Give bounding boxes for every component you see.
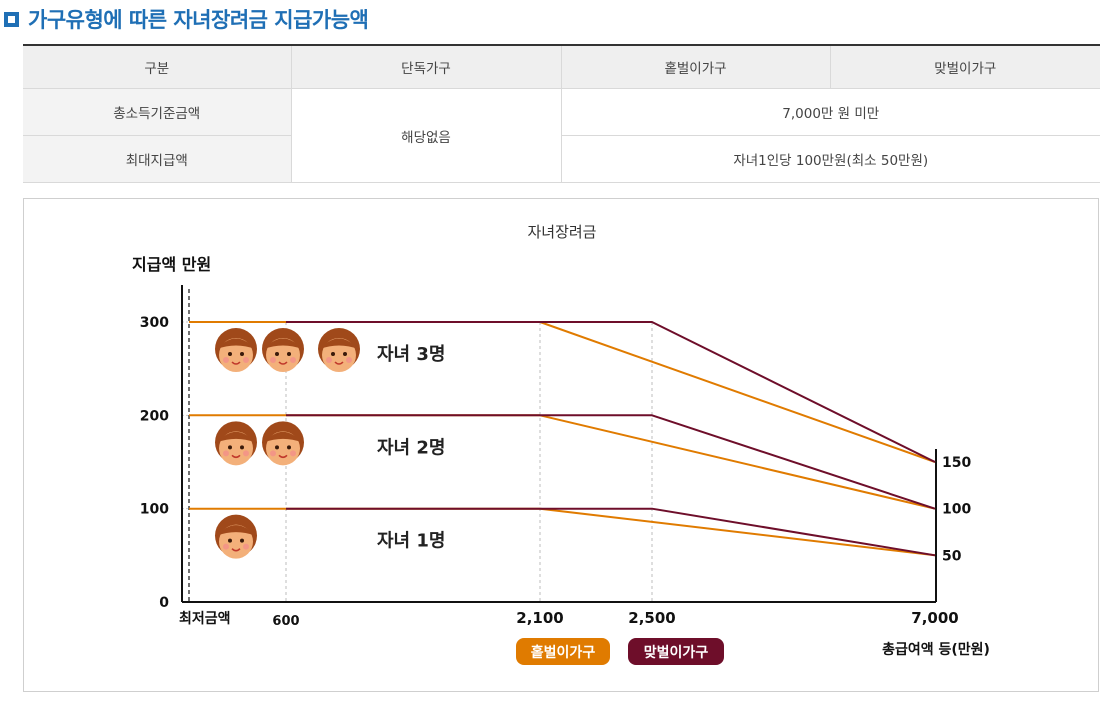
table-header-row: 구분 단독가구 홑벌이가구 맞벌이가구 — [23, 44, 1100, 89]
series-line — [286, 507, 936, 557]
max-amount-cell: 자녀1인당 100만원(최소 50만원) — [561, 135, 1100, 183]
table-row: 최대지급액 자녀1인당 100만원(최소 50만원) — [23, 135, 1100, 183]
child-face-icon — [215, 514, 257, 559]
column-header: 홑벌이가구 — [561, 44, 831, 89]
column-header: 맞벌이가구 — [830, 44, 1100, 89]
square-bullet-icon — [4, 11, 19, 27]
y-tick-label: 100 — [140, 502, 169, 518]
y-axis-label: 지급액 만원 — [132, 255, 211, 274]
criteria-table: 구분 단독가구 홑벌이가구 맞벌이가구 총소득기준금액 해당없음 7,000만 … — [23, 44, 1100, 183]
annotation-label: 자녀 3명 — [377, 344, 445, 365]
income-threshold-cell: 7,000만 원 미만 — [561, 88, 1100, 136]
page-title: 가구유형에 따른 자녀장려금 지급가능액 — [28, 8, 369, 32]
right-tick-label: 100 — [942, 502, 971, 518]
child-face-icon — [262, 328, 304, 372]
annotation-label: 자녀 1명 — [377, 531, 445, 552]
child-face-icon — [318, 328, 360, 372]
x-tick-label: 2,100 — [516, 609, 563, 627]
page-header: 가구유형에 따른 자녀장려금 지급가능액 — [0, 2, 369, 36]
right-tick-label: 150 — [942, 455, 971, 471]
row-label: 최대지급액 — [23, 135, 292, 183]
y-tick-label: 300 — [140, 315, 169, 331]
series-line — [189, 414, 936, 510]
x-axis-label: 총급여액 등(만원) — [882, 641, 990, 658]
series-line — [286, 321, 936, 463]
column-header: 단독가구 — [291, 44, 562, 89]
chart-title: 자녀장려금 — [527, 223, 596, 241]
child-face-icon — [262, 421, 304, 466]
child-face-icon — [215, 421, 257, 466]
series-line — [189, 507, 936, 557]
legend-swatch — [628, 638, 724, 665]
column-header: 구분 — [23, 44, 292, 89]
y-tick-label: 200 — [140, 408, 169, 424]
legend-swatch — [516, 638, 610, 665]
legend-label: 맞벌이가구 — [644, 644, 709, 661]
single-household-cell: 해당없음 — [291, 88, 562, 183]
x-tick-label: 2,500 — [628, 609, 675, 627]
child-face-icon — [215, 328, 257, 372]
x-tick-label: 600 — [272, 614, 299, 629]
annotation-label: 자녀 2명 — [377, 437, 445, 458]
x-tick-label: 최저금액 — [179, 610, 231, 627]
y-tick-label: 0 — [159, 595, 169, 611]
table-row: 총소득기준금액 해당없음 7,000만 원 미만 — [23, 88, 1100, 183]
right-tick-label: 50 — [942, 548, 962, 564]
legend-label: 홑벌이가구 — [531, 644, 596, 661]
x-tick-label: 7,000 — [911, 609, 958, 627]
series-line — [286, 414, 936, 510]
row-label: 총소득기준금액 — [23, 88, 292, 136]
